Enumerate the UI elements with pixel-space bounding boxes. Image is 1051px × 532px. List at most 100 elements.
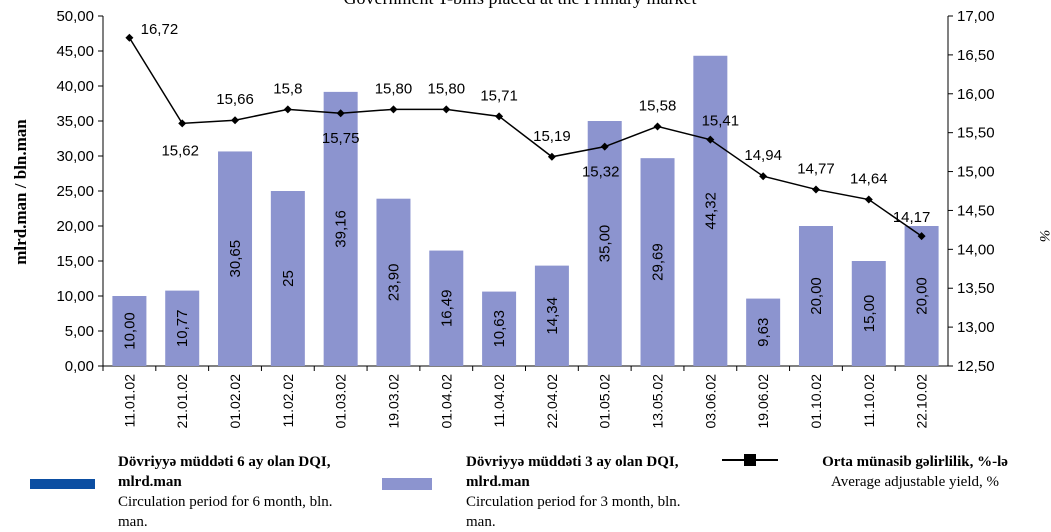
y-tick-label: 5,00 — [65, 323, 94, 340]
line-marker — [336, 109, 345, 118]
line-marker — [283, 105, 292, 114]
bar — [587, 121, 622, 366]
bar-value-label: 44,32 — [702, 192, 719, 230]
line-value-label: 14,94 — [744, 147, 782, 164]
legend-item: Dövriyyə müddəti 3 ay olan DQI, mlrd.man… — [466, 452, 711, 532]
y-tick-label: 35,00 — [56, 113, 94, 130]
line-marker — [811, 185, 820, 194]
bar — [640, 158, 675, 366]
bar-value-label: 10,77 — [174, 310, 191, 348]
line-marker — [547, 152, 556, 161]
y2-tick-label: 14,50 — [957, 202, 995, 219]
x-tick-label: 11.01.02 — [121, 374, 137, 428]
bar-value-label: 29,69 — [650, 243, 667, 281]
line-value-label: 15,62 — [161, 142, 199, 159]
bar-value-label: 25 — [280, 270, 297, 287]
bar — [112, 296, 147, 366]
bar — [482, 291, 517, 366]
y-tick-label: 20,00 — [56, 218, 94, 235]
x-tick-label: 11.04.02 — [491, 374, 507, 428]
chart-title: Government T-bills placed at the Primary… — [344, 0, 697, 8]
y2-tick-label: 13,00 — [957, 319, 995, 336]
y2-tick-label: 17,00 — [957, 8, 995, 25]
x-tick-label: 11.02.02 — [280, 374, 296, 428]
line-value-label: 15,32 — [582, 164, 620, 181]
bar — [851, 261, 886, 366]
line-marker — [178, 119, 187, 128]
bar — [746, 298, 781, 366]
bar — [534, 265, 569, 366]
y2-tick-label: 16,00 — [957, 86, 995, 103]
x-tick-label: 13.05.02 — [650, 374, 666, 429]
line-value-label: 16,72 — [141, 21, 179, 38]
bar-value-label: 10,63 — [491, 310, 508, 348]
y2-tick-label: 16,50 — [957, 47, 995, 64]
bar-value-label: 14,34 — [544, 297, 561, 335]
line-value-label: 15,19 — [533, 128, 571, 145]
y2-tick-label: 12,50 — [957, 358, 995, 375]
y-tick-label: 30,00 — [56, 148, 94, 165]
y-tick-label: 10,00 — [56, 288, 94, 305]
legend-item: Dövriyyə müddəti 6 ay olan DQI, mlrd.man… — [118, 452, 363, 532]
line-marker — [653, 122, 662, 131]
legend-name: Orta münasib gəlirlilik, %-lə — [822, 454, 1008, 470]
bar — [904, 226, 939, 366]
y2-tick-label: 15,50 — [957, 125, 995, 142]
y-tick-label: 50,00 — [56, 8, 94, 25]
legend-swatch — [382, 478, 432, 490]
line-value-label: 15,80 — [428, 80, 466, 97]
x-tick-label: 19.03.02 — [385, 374, 401, 429]
x-tick-label: 21.01.02 — [174, 374, 190, 429]
line-value-label: 15,58 — [639, 97, 677, 114]
line-marker — [231, 116, 240, 125]
line-value-label: 15,41 — [702, 113, 740, 130]
line-marker — [706, 135, 715, 144]
line-marker — [864, 195, 873, 204]
line-value-label: 15,71 — [480, 87, 518, 104]
x-tick-label: 22.10.02 — [914, 374, 930, 429]
bar — [798, 226, 833, 366]
bar-value-label: 30,65 — [227, 240, 244, 278]
legend-swatch — [744, 454, 756, 466]
bar — [165, 290, 200, 366]
y-tick-label: 40,00 — [56, 78, 94, 95]
line-marker — [600, 142, 609, 151]
bar-value-label: 23,90 — [385, 264, 402, 302]
legend-name: Dövriyyə müddəti 6 ay olan DQI, mlrd.man — [118, 454, 331, 490]
x-tick-label: 01.10.02 — [808, 374, 824, 429]
legend-desc: Circulation period for 3 month, bln. man… — [466, 494, 681, 530]
y2-axis-label: % — [1036, 230, 1051, 243]
legend-desc: Average adjustable yield, % — [831, 474, 999, 490]
line-marker — [442, 105, 451, 114]
x-tick-label: 19.06.02 — [755, 374, 771, 429]
legend-name: Dövriyyə müddəti 3 ay olan DQI, mlrd.man — [466, 454, 679, 490]
x-tick-label: 01.02.02 — [227, 374, 243, 429]
legend-desc: Circulation period for 6 month, bln. man… — [118, 494, 333, 530]
line-value-label: 14,17 — [893, 209, 931, 226]
line-value-label: 14,77 — [797, 160, 835, 177]
bar-value-label: 20,00 — [914, 277, 931, 315]
x-tick-label: 01.04.02 — [438, 374, 454, 429]
bar-value-label: 10,00 — [121, 312, 138, 350]
line-marker — [917, 232, 926, 241]
line-value-label: 15,80 — [375, 80, 413, 97]
y2-tick-label: 14,00 — [957, 241, 995, 258]
y-tick-label: 15,00 — [56, 253, 94, 270]
bar-value-label: 35,00 — [597, 225, 614, 263]
x-tick-label: 03.06.02 — [702, 374, 718, 429]
legend-item: Orta münasib gəlirlilik, %-lə Average adj… — [790, 452, 1040, 492]
y-tick-label: 45,00 — [56, 43, 94, 60]
bar — [218, 151, 253, 366]
x-tick-label: 22.04.02 — [544, 374, 560, 429]
line-marker — [389, 105, 398, 114]
line-value-label: 15,8 — [273, 80, 302, 97]
line-marker — [759, 172, 768, 181]
bar — [693, 55, 728, 366]
y-axis-label: mlrd.man / bln.man — [11, 119, 30, 265]
line-marker — [125, 33, 134, 42]
line — [128, 37, 923, 237]
bar — [270, 191, 305, 366]
y-tick-label: 0,00 — [65, 358, 94, 375]
y-tick-label: 25,00 — [56, 183, 94, 200]
y2-tick-label: 15,00 — [957, 164, 995, 181]
